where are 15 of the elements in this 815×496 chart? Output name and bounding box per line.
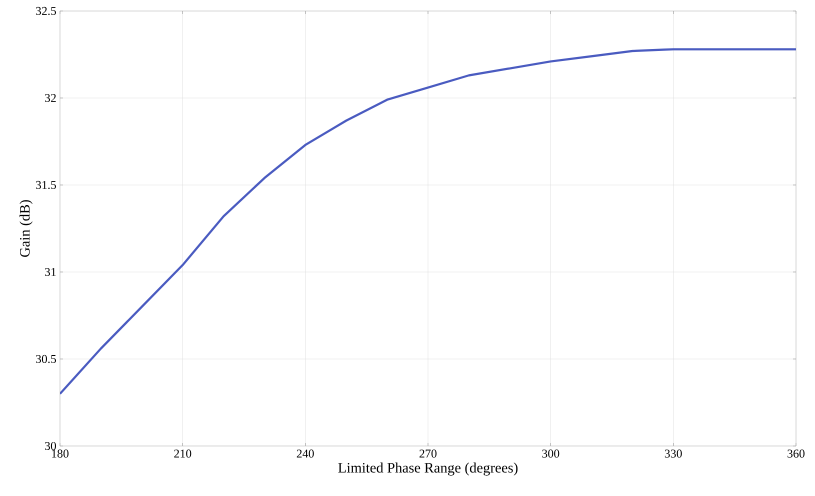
x-tick-label: 210	[174, 450, 192, 458]
y-tick-label: 30.5	[36, 354, 56, 364]
x-tick-label: 270	[420, 450, 437, 458]
y-tick-label: 30	[45, 442, 56, 450]
x-tick-label: 360	[788, 450, 805, 458]
y-axis-title: Gain (dB)	[20, 200, 33, 257]
y-tick-label: 32.5	[36, 6, 56, 16]
y-tick-label: 31.5	[36, 180, 56, 190]
x-tick-label: 240	[296, 450, 314, 458]
x-tick-label: 330	[664, 450, 682, 458]
x-tick-label: 300	[542, 450, 560, 458]
x-tick-label: 180	[52, 450, 69, 458]
y-tick-label: 32	[45, 94, 56, 102]
x-axis-title: Limited Phase Range (degrees)	[338, 462, 518, 476]
y-tick-label: 31	[45, 268, 56, 276]
